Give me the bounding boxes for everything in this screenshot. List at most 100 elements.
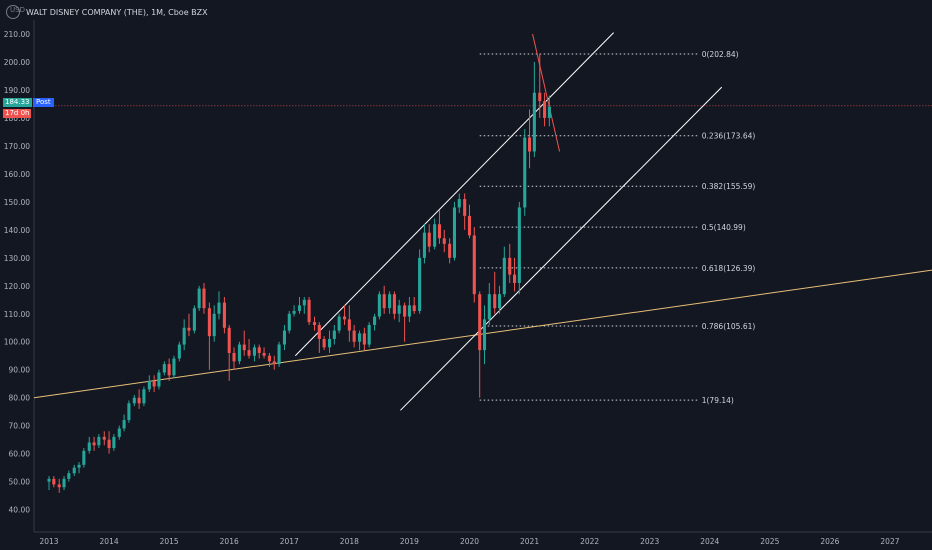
candle-body — [182, 327, 186, 345]
fib-level-label: 0(202.84) — [702, 50, 739, 59]
candle-body — [547, 106, 551, 118]
candle-body — [257, 347, 261, 353]
x-tick-label: 2024 — [700, 537, 719, 546]
candle-body — [448, 243, 452, 258]
candle-body — [337, 316, 341, 331]
fib-level-label: 0.382(155.59) — [702, 182, 756, 191]
post-market-badge: Post — [33, 98, 54, 107]
candle-body — [212, 313, 216, 337]
candle-body — [472, 235, 476, 295]
candle-body — [382, 294, 386, 309]
chart-title-bar: WALT DISNEY COMPANY (THE), 1M, Cboe BZX — [6, 3, 208, 21]
x-tick-label: 2025 — [760, 537, 779, 546]
y-tick-label: 160.00 — [4, 170, 30, 179]
candle-body — [322, 338, 326, 348]
candle-body — [132, 397, 136, 404]
fib-level-label: 0.618(126.39) — [702, 264, 756, 273]
candle-body — [392, 294, 396, 314]
candle-body — [358, 333, 362, 342]
currency-label: USD — [10, 6, 25, 14]
candle-body — [422, 232, 426, 258]
candle-body — [202, 288, 206, 309]
fib-level-label: 0.786(105.61) — [702, 322, 756, 331]
candle-body — [47, 478, 51, 482]
candle-body — [467, 215, 472, 236]
y-tick-label: 210.00 — [4, 30, 30, 39]
candle-body — [427, 232, 431, 247]
candle-body — [72, 467, 76, 474]
candle-body — [493, 294, 497, 309]
candle-body — [442, 238, 446, 244]
candle-body — [347, 319, 351, 331]
candle-body — [187, 327, 191, 331]
candle-body — [412, 305, 416, 311]
candle-body — [297, 305, 302, 311]
candle-body — [277, 344, 281, 365]
candle-body — [433, 224, 437, 247]
candle-body — [397, 305, 401, 314]
candle-body — [82, 450, 86, 465]
y-tick-label: 200.00 — [4, 58, 30, 67]
candle-body — [117, 428, 121, 437]
candle-body — [192, 308, 196, 331]
x-tick-label: 2016 — [220, 537, 239, 546]
candle-body — [207, 308, 211, 337]
candle-body — [267, 355, 272, 362]
x-tick-label: 2015 — [160, 537, 179, 546]
candle-body — [403, 305, 407, 317]
candle-body — [457, 199, 461, 208]
candle-body — [162, 364, 166, 373]
candle-body — [517, 207, 521, 283]
candle-body — [327, 338, 332, 348]
y-tick-label: 60.00 — [9, 450, 31, 459]
candle-body — [197, 288, 201, 309]
candle-body — [157, 372, 161, 387]
x-tick-label: 2027 — [880, 537, 899, 546]
x-tick-label: 2023 — [640, 537, 659, 546]
candle-body — [262, 352, 266, 356]
candle-body — [247, 350, 251, 356]
candle-body — [167, 364, 171, 376]
candle-body — [242, 344, 246, 351]
candle-body — [62, 478, 66, 488]
candle-body — [287, 313, 291, 331]
y-tick-label: 190.00 — [4, 86, 30, 95]
y-tick-label: 70.00 — [9, 422, 31, 431]
candle-body — [142, 389, 146, 404]
candle-body — [528, 137, 532, 152]
y-tick-label: 120.00 — [4, 282, 30, 291]
candle-body — [252, 347, 256, 356]
candle-body — [452, 207, 457, 258]
candle-body — [52, 478, 56, 485]
channel-lower-line — [400, 86, 723, 411]
candle-body — [418, 257, 422, 311]
x-tick-label: 2013 — [39, 537, 58, 546]
candle-body — [478, 294, 482, 351]
channel-upper-line — [294, 32, 615, 357]
x-tick-label: 2014 — [100, 537, 119, 546]
candle-body — [112, 436, 116, 449]
y-tick-label: 110.00 — [4, 310, 30, 319]
x-tick-label: 2017 — [280, 537, 299, 546]
candle-body — [292, 310, 296, 314]
candle-body — [512, 274, 517, 283]
candle-body — [92, 442, 96, 446]
candle-body — [227, 327, 231, 353]
candle-body — [543, 101, 547, 118]
candle-body — [102, 436, 106, 440]
candle-body — [317, 324, 321, 339]
candle-body — [232, 352, 236, 362]
candle-body — [362, 333, 366, 345]
candle-body — [302, 299, 306, 306]
y-tick-label: 140.00 — [4, 226, 30, 235]
candle-body — [388, 294, 392, 309]
candle-body — [57, 484, 61, 488]
candle-body — [523, 137, 527, 208]
candle-body — [463, 199, 467, 216]
y-tick-label: 40.00 — [9, 506, 31, 515]
y-tick-label: 100.00 — [4, 338, 30, 347]
candle-body — [487, 294, 491, 320]
x-tick-label: 2026 — [820, 537, 839, 546]
candle-body — [332, 330, 336, 339]
